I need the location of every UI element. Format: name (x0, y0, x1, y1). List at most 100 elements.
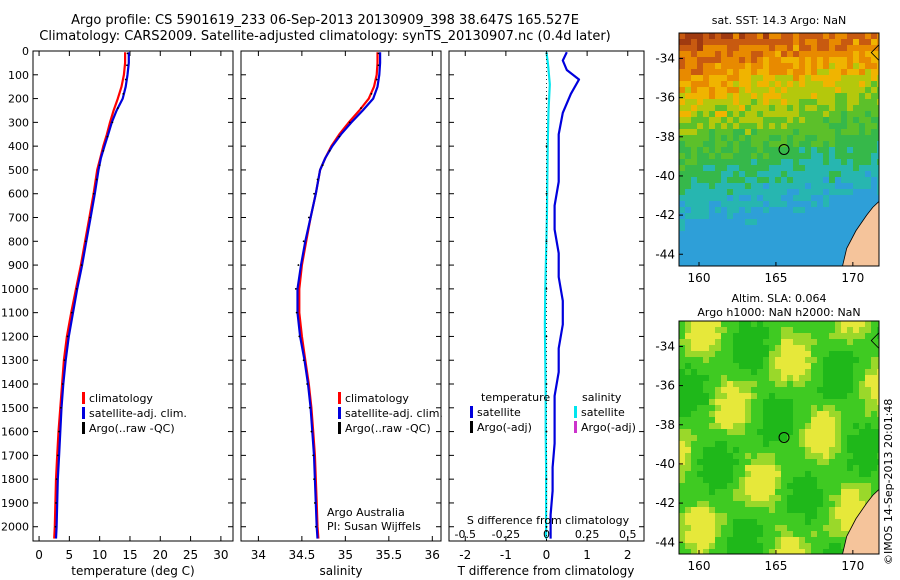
map-y-tick-label: -34 (655, 339, 675, 353)
map-cell (829, 327, 835, 333)
map-cell (685, 447, 691, 453)
map-cell (733, 243, 739, 249)
map-cell (739, 465, 745, 471)
map-cell (739, 501, 745, 507)
map-cell (853, 159, 859, 165)
x-tick-label: 15 (122, 548, 137, 562)
map-cell (685, 357, 691, 363)
map-cell (811, 237, 817, 243)
map-cell (811, 63, 817, 69)
map-cell (829, 339, 835, 345)
map-cell (703, 387, 709, 393)
map-cell (811, 363, 817, 369)
map-cell (769, 117, 775, 123)
map-cell (775, 39, 781, 45)
map-cell (805, 135, 811, 141)
y-tick-label: 800 (8, 235, 29, 248)
map-cell (679, 525, 685, 531)
map-cell (841, 537, 847, 543)
map-cell (871, 459, 877, 465)
map-cell (757, 375, 763, 381)
map-cell (799, 153, 805, 159)
map-cell (697, 147, 703, 153)
map-cell (847, 525, 853, 531)
series-point-argo-raw-qc- (338, 135, 341, 138)
map-cell (685, 111, 691, 117)
map-cell (781, 57, 787, 63)
map-cell (757, 261, 763, 266)
map-cell (679, 489, 685, 495)
map-cell (715, 189, 721, 195)
map-cell (709, 519, 715, 525)
map-cell (733, 225, 739, 231)
map-cell (685, 51, 691, 57)
map-cell (751, 465, 757, 471)
map-cell (841, 489, 847, 495)
map-cell (805, 357, 811, 363)
map-cell (703, 369, 709, 375)
map-cell (679, 363, 685, 369)
map-cell (715, 429, 721, 435)
map-cell (871, 87, 877, 93)
map-cell (835, 537, 841, 543)
map-cell (859, 177, 865, 183)
map-cell (757, 471, 763, 477)
map-cell (775, 99, 781, 105)
map-cell (691, 321, 697, 327)
map-cell (703, 351, 709, 357)
map-cell (853, 201, 859, 207)
map-cell (787, 117, 793, 123)
map-cell (685, 177, 691, 183)
map-cell (811, 345, 817, 351)
map-cell (781, 123, 787, 129)
map-cell (835, 261, 841, 266)
map-cell (709, 51, 715, 57)
map-cell (703, 525, 709, 531)
map-cell (847, 129, 853, 135)
map-cell (691, 219, 697, 225)
map-cell (727, 465, 733, 471)
map-cell (781, 237, 787, 243)
x-axis-label: salinity (319, 564, 362, 578)
map-cell (769, 405, 775, 411)
map-cell (691, 387, 697, 393)
map-cell (787, 489, 793, 495)
map-cell (847, 399, 853, 405)
map-cell (865, 405, 871, 411)
map-cell (811, 537, 817, 543)
map-cell (871, 411, 877, 417)
map-cell (763, 525, 769, 531)
map-cell (727, 525, 733, 531)
map-cell (757, 393, 763, 399)
map-cell (763, 423, 769, 429)
map-cell (775, 87, 781, 93)
map-cell (709, 135, 715, 141)
map-cell (763, 171, 769, 177)
x-tick-label: 30 (213, 548, 228, 562)
map-cell (805, 405, 811, 411)
map-cell (823, 147, 829, 153)
map-cell (757, 489, 763, 495)
map-cell (877, 387, 879, 393)
map-cell (799, 327, 805, 333)
map-cell (685, 99, 691, 105)
map-cell (799, 111, 805, 117)
map-cell (805, 483, 811, 489)
map-cell (703, 159, 709, 165)
temperature-legend-label: climatology (89, 392, 153, 405)
map-cell (769, 549, 775, 554)
map-cell (739, 519, 745, 525)
map-cell (787, 45, 793, 51)
map-cell (847, 93, 853, 99)
map-cell (805, 57, 811, 63)
map-cell (805, 213, 811, 219)
map-cell (757, 351, 763, 357)
map-cell (721, 453, 727, 459)
x-tick-label: 25 (183, 548, 198, 562)
map-cell (757, 495, 763, 501)
map-cell (817, 75, 823, 81)
map-cell (859, 135, 865, 141)
map-cell (709, 33, 715, 39)
map-cell (685, 465, 691, 471)
map-cell (847, 465, 853, 471)
